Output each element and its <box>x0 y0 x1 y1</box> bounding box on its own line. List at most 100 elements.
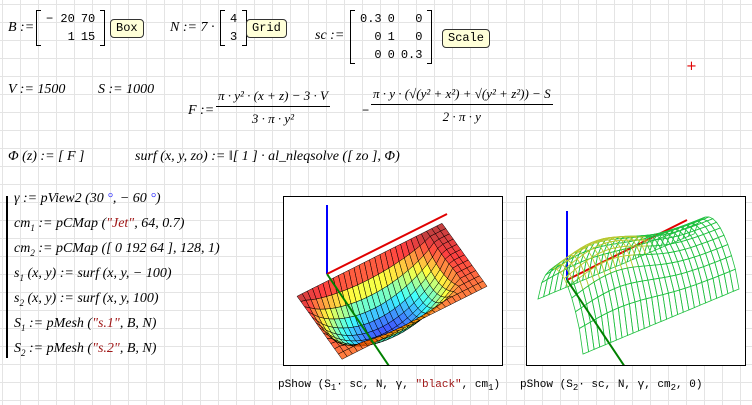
f-fraction-1[interactable]: π · y² · (x + z) − 3 · V 3 · π · y² <box>216 88 330 127</box>
matrix-cell[interactable]: 15 <box>80 30 96 44</box>
caption-text: , 0) <box>676 379 703 391</box>
matrix-cell[interactable]: 4 <box>230 12 238 26</box>
line-subscript: 1 <box>19 272 24 283</box>
line-subscript: 2 <box>21 347 26 358</box>
n-definition-label: N := 7 · <box>170 20 215 35</box>
line-argument: ) <box>155 191 161 206</box>
line-subscript: 2 <box>19 297 24 308</box>
matrix-cell[interactable]: 0.3 <box>360 12 382 26</box>
block-line[interactable]: S1 := pMesh ("s.1", B, N) <box>14 317 156 335</box>
f-numerator-2: π · y · (√(y² + x²) + √(y² + z²)) − S <box>371 86 553 105</box>
plot-1-canvas <box>296 205 488 367</box>
line-lhs: s <box>14 266 20 281</box>
y-axis <box>326 273 390 367</box>
line-argument: , 64, 0.7) <box>134 216 185 231</box>
line-expression: := pCMap ( <box>34 241 107 256</box>
scale-button[interactable]: Scale <box>442 29 491 48</box>
line-argument: ° <box>107 191 113 206</box>
caption-sub: 2 <box>572 383 579 394</box>
matrix-cell[interactable]: 0 <box>374 48 382 62</box>
line-lhs: S <box>14 341 21 356</box>
caption-text: , cm <box>461 379 489 391</box>
caption-string: "black" <box>415 379 462 391</box>
matrix-cell[interactable]: 0 <box>415 12 423 26</box>
block-line[interactable]: cm2 := pCMap ([ 0 192 64 ], 128, 1) <box>14 242 220 260</box>
caption-text: · sc, N, γ, <box>336 379 416 391</box>
mesh-cell <box>710 221 721 231</box>
grid-button[interactable]: Grid <box>246 19 287 38</box>
caption-sub: 1 <box>488 383 494 394</box>
line-argument: , − 60 <box>112 191 151 206</box>
v-definition[interactable]: V := 1500 <box>8 82 66 97</box>
line-argument: , B, N) <box>119 341 157 356</box>
f-fraction-2[interactable]: π · y · (√(y² + x²) + √(y² + z²)) − S 2 … <box>371 86 553 125</box>
line-expression: := pMesh ( <box>25 316 93 331</box>
matrix-cell[interactable]: 0 <box>387 48 395 62</box>
y-axis <box>566 279 626 368</box>
mesh-cell <box>540 270 553 284</box>
line-subscript: 1 <box>21 322 26 333</box>
caption-sub: 2 <box>670 383 677 394</box>
line-lhs: s <box>14 291 20 306</box>
matrix-cell[interactable]: 0 <box>387 12 395 26</box>
b-definition-label: B := <box>8 20 35 35</box>
line-argument: "s.2" <box>92 341 120 356</box>
matrix-cell[interactable]: 3 <box>230 30 238 44</box>
f-numerator-1: π · y² · (x + z) − 3 · V <box>216 88 330 107</box>
line-argument: "s.1" <box>92 316 120 331</box>
matrix-cell[interactable]: 0 <box>415 30 423 44</box>
matrix-cell[interactable]: − 20 <box>46 12 75 26</box>
line-lhs: γ := pView2 ( <box>14 191 90 206</box>
x-axis <box>326 213 448 275</box>
line-expression: (x, y) := surf (x, y, − 100) <box>23 266 172 281</box>
block-line[interactable]: s2 (x, y) := surf (x, y, 100) <box>14 292 159 310</box>
line-argument: , B, N) <box>119 316 157 331</box>
plot-1-surface[interactable] <box>283 196 503 367</box>
f-denominator-1: 3 · π · y² <box>251 111 295 126</box>
plot-2-canvas <box>537 211 740 368</box>
sc-definition-label: sc := <box>315 28 345 43</box>
b-matrix[interactable]: − 20 70 1 15 <box>36 10 106 46</box>
f-denominator-2: 2 · π · y <box>442 109 481 124</box>
caption-sub: 1 <box>330 383 337 394</box>
plot-2-wireframe[interactable] <box>526 196 746 368</box>
phi-definition[interactable]: Φ (z) := [ F ] <box>8 149 85 164</box>
region-bracket <box>6 196 8 358</box>
line-expression: := pCMap ( <box>34 216 107 231</box>
mesh-cell <box>700 220 712 228</box>
line-subscript: 1 <box>30 222 35 233</box>
matrix-cell[interactable]: 1 <box>387 30 395 44</box>
block-line[interactable]: γ := pView2 (30 °, − 60 °) <box>14 192 161 206</box>
matrix-cell[interactable]: 0 <box>374 30 382 44</box>
surf-definition[interactable]: surf (x, y, zo) := ‖[ 1 ] · al_nleqsolve… <box>135 149 400 164</box>
line-argument: 30 <box>89 191 108 206</box>
matrix-cell[interactable]: 70 <box>80 12 96 26</box>
f-minus: − <box>362 104 370 118</box>
s-definition[interactable]: S := 1000 <box>98 82 155 97</box>
plot-2-caption[interactable]: pShow (S2· sc, N, γ, cm2, 0) <box>520 378 702 395</box>
mesh-cell <box>725 255 736 273</box>
block-line[interactable]: S2 := pMesh ("s.2", B, N) <box>14 342 156 360</box>
block-line[interactable]: s1 (x, y) := surf (x, y, − 100) <box>14 267 172 285</box>
line-argument: ° <box>150 191 156 206</box>
crosshair-cursor-icon: + <box>686 59 697 74</box>
line-expression: := pMesh ( <box>25 341 93 356</box>
mesh-cell <box>729 268 740 292</box>
line-argument: "Jet" <box>106 216 135 231</box>
matrix-cell[interactable]: 0.3 <box>400 48 423 62</box>
f-definition-label: F := <box>188 103 215 118</box>
box-button[interactable]: Box <box>110 19 144 38</box>
caption-text: ) <box>493 379 501 391</box>
caption-text: · sc, N, γ, cm <box>578 379 671 391</box>
line-argument: [ 0 192 64 ], 128, 1) <box>106 241 220 256</box>
plot-1-caption[interactable]: pShow (S1· sc, N, γ, "black", cm1) <box>278 378 500 395</box>
caption-text: pShow (S <box>278 379 331 391</box>
matrix-cell[interactable]: 1 <box>67 30 75 44</box>
sc-matrix[interactable]: 0.3 0 0 0 1 0 0 0 0.3 <box>350 10 433 64</box>
surface-cell <box>477 280 488 290</box>
line-lhs: S <box>14 316 21 331</box>
caption-text: pShow (S <box>520 379 573 391</box>
mesh-cell <box>706 218 718 226</box>
block-line[interactable]: cm1 := pCMap ("Jet", 64, 0.7) <box>14 217 184 235</box>
